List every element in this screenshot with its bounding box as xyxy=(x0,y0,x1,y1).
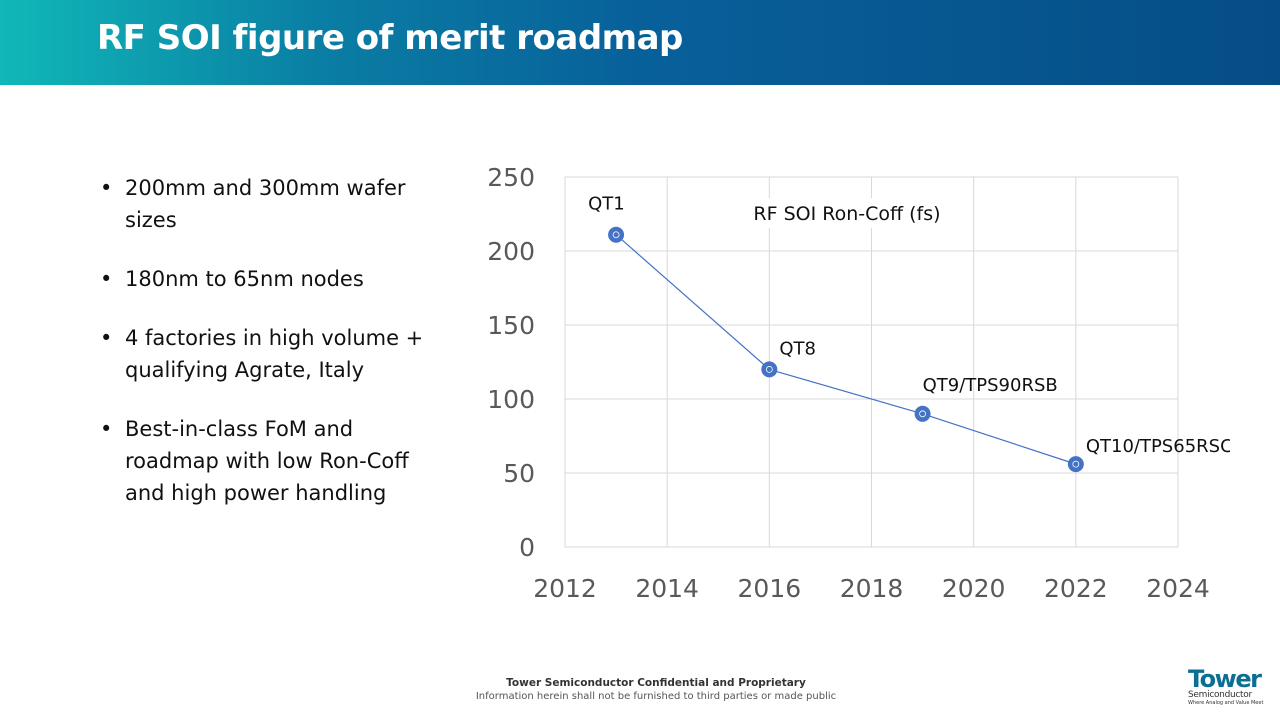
bullet-list: 200mm and 300mm wafer sizes 180nm to 65n… xyxy=(100,172,445,536)
logo-name: Tower xyxy=(1188,665,1262,693)
footer: Tower Semiconductor Confidential and Pro… xyxy=(300,676,1012,704)
x-tick-label: 2018 xyxy=(840,574,904,603)
x-tick-label: 2020 xyxy=(942,574,1006,603)
data-point xyxy=(914,405,931,422)
slide-title: RF SOI figure of merit roadmap xyxy=(97,18,683,58)
data-label: QT9/TPS90RSB xyxy=(923,375,1058,396)
x-tick-label: 2024 xyxy=(1146,574,1210,603)
series-line xyxy=(615,234,1077,465)
y-tick-label: 200 xyxy=(487,237,535,266)
data-point-center xyxy=(1072,460,1080,468)
y-tick-label: 0 xyxy=(519,533,535,562)
data-point-center xyxy=(919,410,926,418)
title-bar: RF SOI figure of merit roadmap xyxy=(0,0,1280,85)
bullet-item: Best-in-class FoM and roadmap with low R… xyxy=(100,413,445,509)
y-tick-label: 250 xyxy=(487,163,535,192)
x-tick-label: 2012 xyxy=(533,574,597,603)
y-tick-label: 50 xyxy=(503,459,535,488)
tower-logo: Tower Semiconductor Where Analog and Val… xyxy=(1188,665,1268,712)
footer-confidential: Tower Semiconductor Confidential and Pro… xyxy=(506,677,806,689)
footer-disclaimer: Information herein shall not be furnishe… xyxy=(475,691,837,702)
bullet-item: 180nm to 65nm nodes xyxy=(100,263,445,295)
logo-tagline: Where Analog and Value Meet xyxy=(1188,700,1264,706)
data-label: QT1 xyxy=(588,194,625,215)
data-point xyxy=(608,226,625,243)
data-point-center xyxy=(612,231,620,239)
chart-title-bg xyxy=(734,198,959,228)
x-tick-label: 2022 xyxy=(1044,574,1108,603)
chart-title: RF SOI Ron-Coff (fs) xyxy=(753,203,940,225)
data-point xyxy=(1067,456,1084,473)
y-tick-label: 100 xyxy=(487,385,535,414)
data-label: QT10/TPS65RSC xyxy=(1086,436,1230,457)
data-point xyxy=(761,361,778,378)
x-tick-label: 2016 xyxy=(738,574,802,603)
bullet-item: 200mm and 300mm wafer sizes xyxy=(100,172,445,236)
x-tick-label: 2014 xyxy=(635,574,699,603)
data-label: QT8 xyxy=(779,338,816,359)
y-tick-label: 150 xyxy=(487,311,535,340)
data-point-center xyxy=(765,365,773,373)
logo-sub: Semiconductor xyxy=(1188,690,1252,700)
ron-coff-chart: 2012 2014 2016 2018 2020 2022 2024 0 50 100 150 200… xyxy=(487,163,1230,603)
bullet-item: 4 factories in high volume + qualifying … xyxy=(100,322,445,386)
